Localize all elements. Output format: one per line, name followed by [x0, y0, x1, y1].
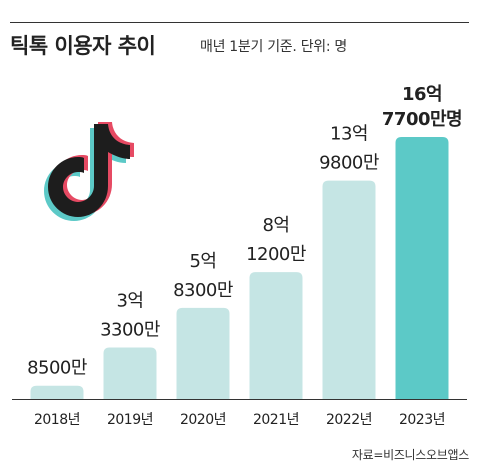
value-label: 7700만명 [382, 109, 462, 130]
bar-2018년 [30, 385, 84, 399]
x-tick-label: 2022년 [326, 412, 372, 428]
value-label: 5억 [189, 251, 216, 272]
value-label: 8500만 [27, 358, 87, 379]
top-rule [10, 22, 469, 23]
value-label: 3300만 [100, 319, 160, 340]
x-tick-label: 2023년 [399, 412, 445, 428]
x-tick-label: 2018년 [34, 412, 80, 428]
x-tick-label: 2020년 [180, 412, 226, 428]
source-note: 자료=비즈니스오브앱스 [351, 448, 469, 462]
value-label: 9800만 [319, 153, 379, 174]
chart-title: 틱톡 이용자 추이 [10, 34, 156, 58]
value-label: 13억 [330, 124, 368, 145]
value-label: 1200만 [246, 244, 306, 265]
x-tick-label: 2019년 [107, 412, 153, 428]
chart-subtitle: 매년 1분기 기준. 단위: 명 [200, 39, 347, 55]
x-tick-label: 2021년 [253, 412, 299, 428]
bar-2023년 [395, 137, 449, 399]
bar-2022년 [322, 180, 376, 399]
value-label: 16억 [402, 84, 442, 105]
bar-2021년 [249, 272, 303, 399]
value-label: 8억 [262, 215, 289, 236]
bar-2020년 [176, 307, 230, 399]
tiktok-logo-icon [44, 122, 134, 221]
value-label: 3억 [116, 290, 143, 311]
bar-2019년 [103, 347, 157, 399]
value-label: 8300만 [173, 280, 233, 301]
